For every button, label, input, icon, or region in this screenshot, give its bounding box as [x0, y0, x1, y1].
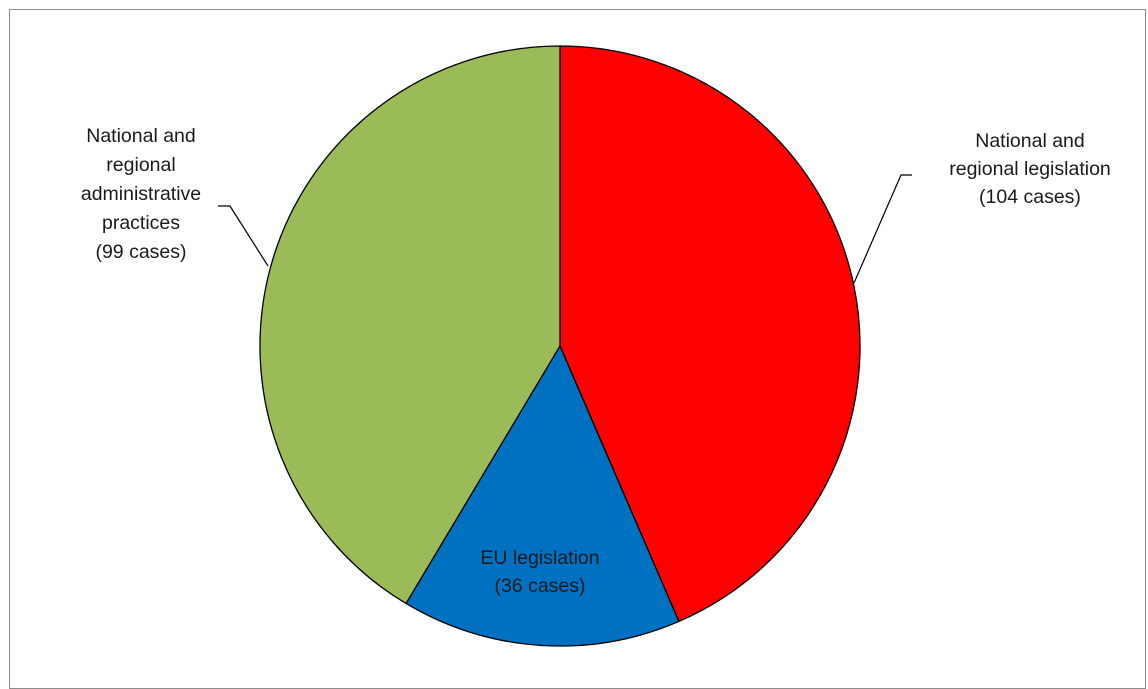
- pie-slice-1: [405, 345, 680, 647]
- pie-slices: [259, 45, 861, 647]
- slice-label-2-line-3: practices: [102, 212, 180, 234]
- slice-label-0-line-2: (104 cases): [979, 186, 1081, 208]
- slice-label-1-line-1: (36 cases): [494, 575, 585, 597]
- slice-label-1: EU legislation (36 cases): [480, 547, 599, 597]
- slice-label-0-line-0: National and: [975, 130, 1085, 152]
- slice-label-2-line-1: regional: [106, 154, 175, 176]
- slice-label-2-line-0: National and: [86, 125, 196, 147]
- pie-slice-2: [259, 45, 561, 605]
- slice-labels: National and regional legislation (104 cas…: [81, 125, 1111, 597]
- leader-lines: [218, 174, 912, 284]
- slice-label-0: National and regional legislation (104 cas…: [949, 130, 1111, 208]
- leader-line-2: [218, 205, 269, 267]
- leader-line-0: [853, 174, 912, 284]
- slice-label-1-line-0: EU legislation: [480, 547, 599, 569]
- slice-label-2: National and regional administrative practi…: [81, 125, 201, 263]
- pie-chart: National and regional legislation (104 cas…: [81, 45, 1111, 647]
- pie-slice-0: [559, 45, 861, 623]
- slice-label-2-line-4: (99 cases): [95, 241, 186, 263]
- slice-label-0-line-1: regional legislation: [949, 158, 1111, 180]
- slice-label-2-line-2: administrative: [81, 183, 201, 205]
